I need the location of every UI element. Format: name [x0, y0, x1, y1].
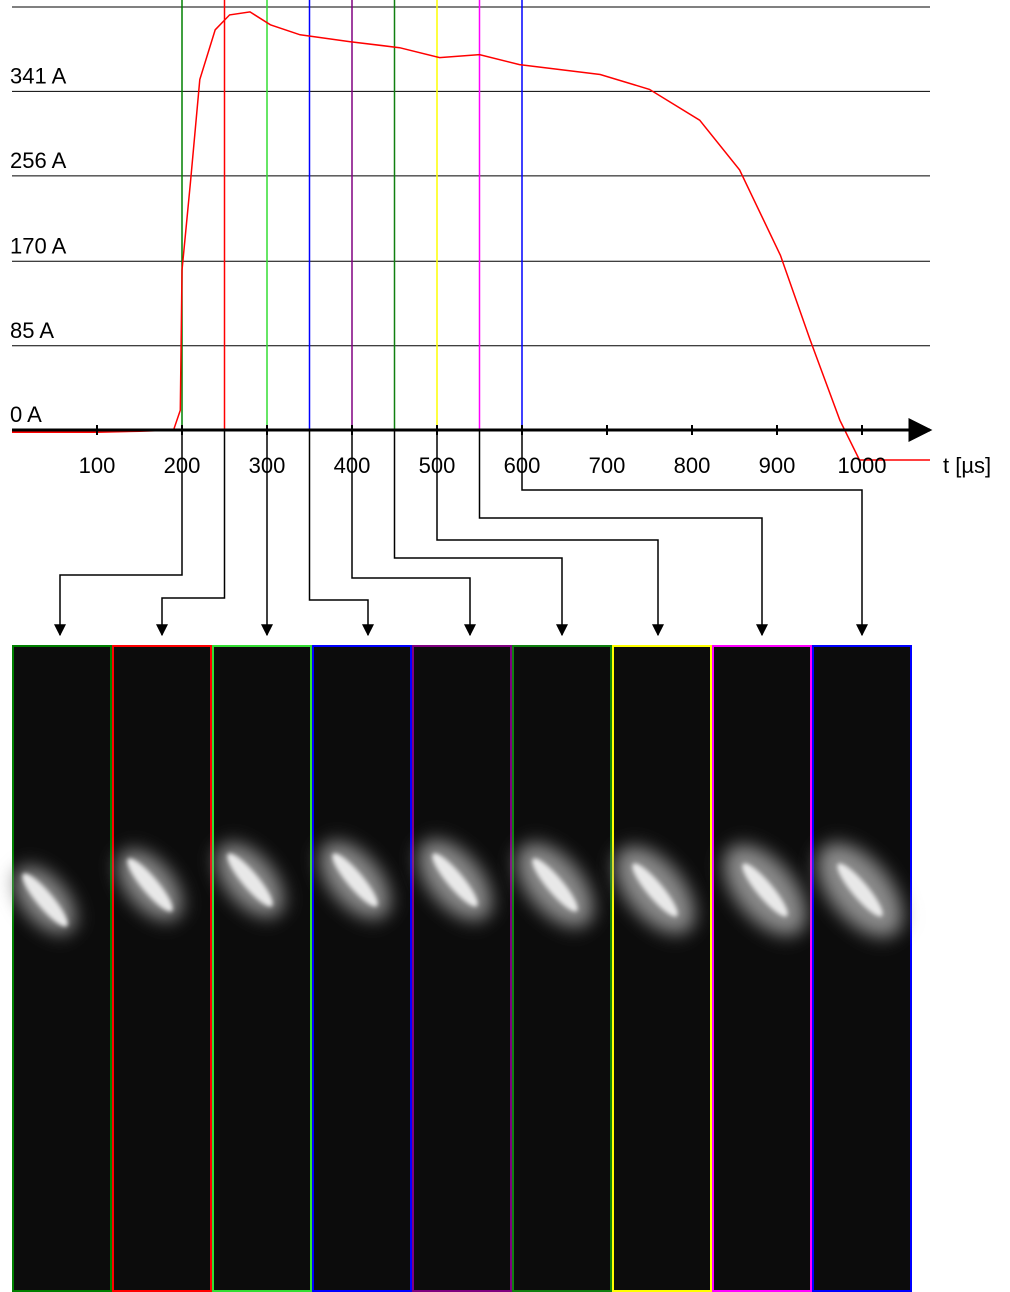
y-tick-label: 85 A	[10, 318, 54, 343]
y-tick-label: 426 A	[10, 0, 67, 4]
connector-arrow	[54, 430, 183, 637]
image-frame	[112, 645, 212, 1292]
connector-arrow	[308, 430, 374, 637]
x-tick-label: 600	[504, 453, 541, 478]
x-tick-label: 200	[164, 453, 201, 478]
glow-core	[332, 853, 378, 907]
current-line	[12, 11, 930, 461]
image-frame	[12, 645, 112, 1292]
y-tick-label: 0 A	[10, 402, 42, 427]
glow-core	[532, 858, 578, 912]
image-frame	[512, 645, 612, 1292]
image-frame	[712, 645, 812, 1292]
image-frame	[312, 645, 412, 1292]
glow-core	[227, 853, 273, 907]
glow-core	[742, 863, 788, 917]
x-tick-label: 100	[79, 453, 116, 478]
x-tick-label: 700	[589, 453, 626, 478]
x-axis-label: t [µs]	[943, 453, 991, 478]
x-tick-label: 1000	[838, 453, 887, 478]
connector-arrow	[393, 430, 568, 637]
y-tick-label: 170 A	[10, 233, 67, 258]
glow-core	[632, 863, 678, 917]
image-frame	[812, 645, 912, 1292]
image-frame	[412, 645, 512, 1292]
connector-arrow	[521, 430, 868, 637]
image-frame	[212, 645, 312, 1292]
x-tick-label: 300	[249, 453, 286, 478]
glow-core	[22, 873, 68, 927]
connector-arrow	[478, 430, 768, 637]
x-tick-label: 500	[419, 453, 456, 478]
image-frame	[612, 645, 712, 1292]
x-tick-label: 900	[759, 453, 796, 478]
glow-core	[432, 853, 478, 907]
connector-arrow	[156, 430, 226, 637]
x-tick-label: 800	[674, 453, 711, 478]
x-tick-label: 400	[334, 453, 371, 478]
glow-core	[127, 858, 173, 912]
connector-arrow	[436, 430, 664, 637]
frames	[12, 645, 912, 1292]
y-tick-label: 256 A	[10, 148, 67, 173]
glow-core	[837, 863, 883, 917]
connector-arrow	[351, 430, 476, 637]
y-tick-label: 341 A	[10, 63, 67, 88]
